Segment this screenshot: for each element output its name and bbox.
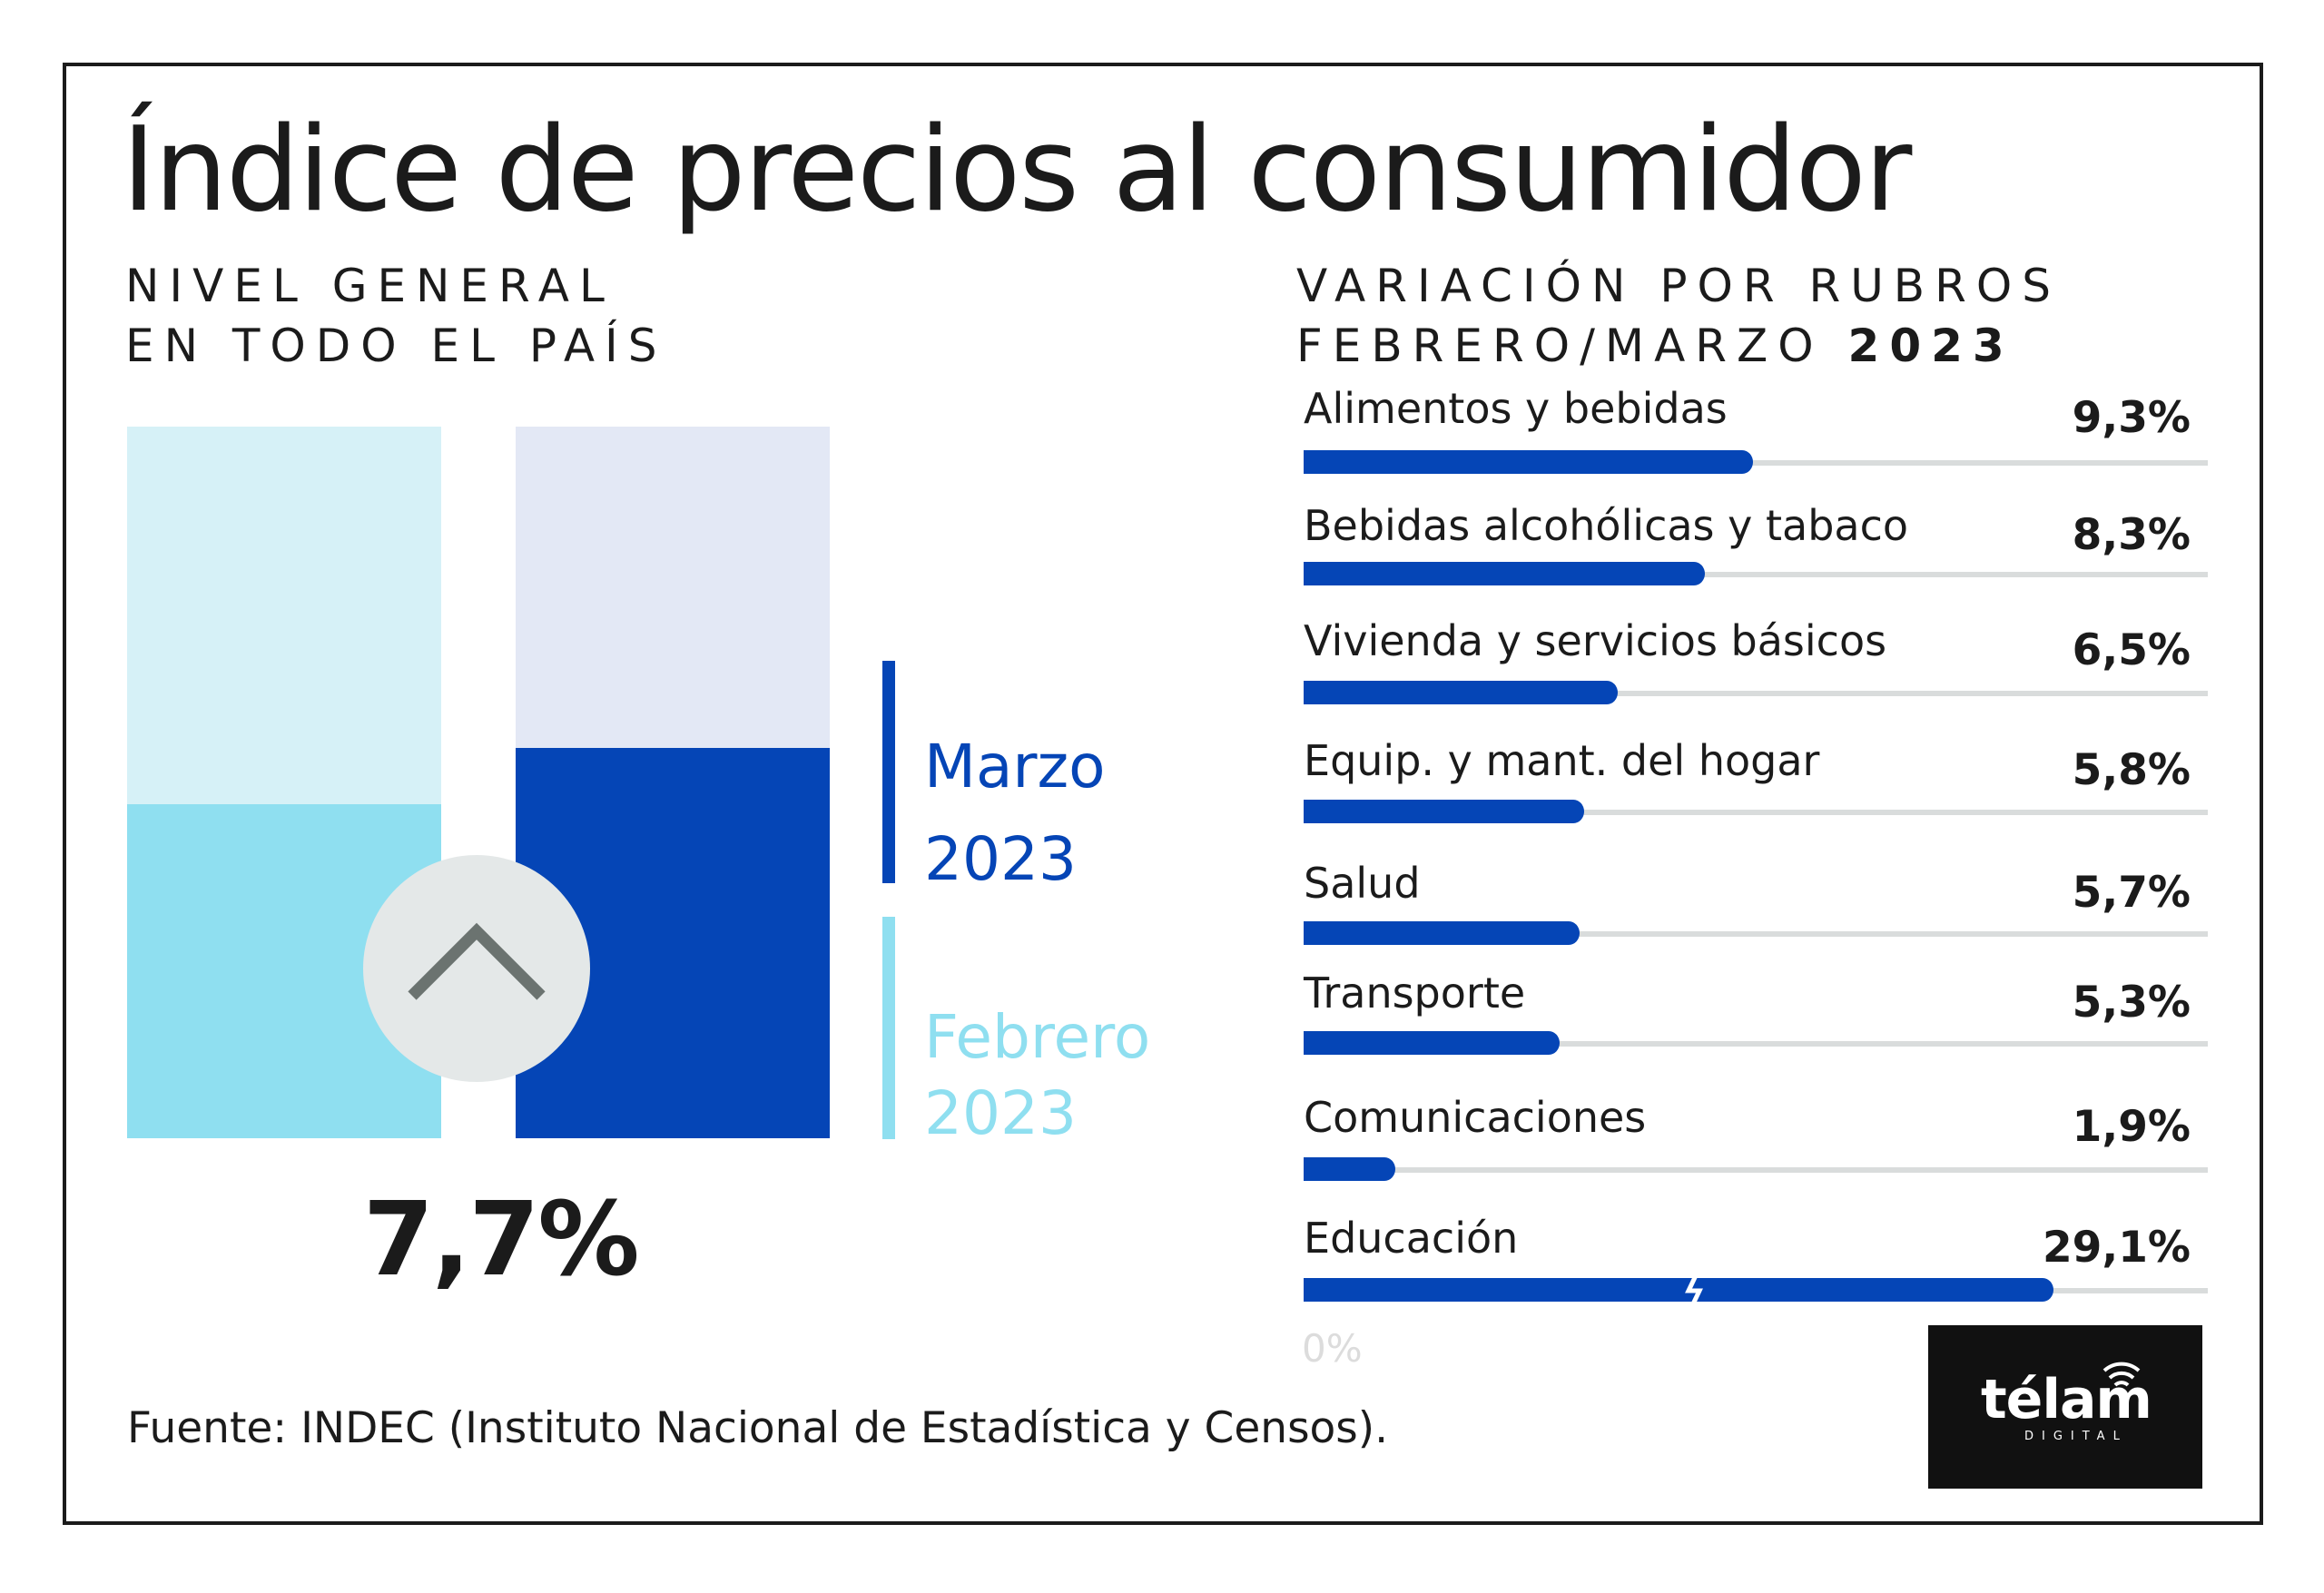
- right-subtitle-line2: FEBRERO/MARZO 2023: [1296, 316, 2061, 376]
- right-subtitle: VARIACIÓN POR RUBROS FEBRERO/MARZO 2023: [1296, 256, 2061, 376]
- trend-up-badge: [363, 855, 590, 1082]
- right-subtitle-period: FEBRERO/MARZO: [1296, 320, 1824, 372]
- logo-wordmark: télam: [1981, 1368, 2152, 1431]
- chevron-up-icon: [408, 922, 546, 1000]
- logo-subtitle: DIGITAL: [2024, 1430, 2128, 1443]
- headline-value: 7,7%: [363, 1181, 640, 1299]
- page-title: Índice de precios al consumidor: [122, 103, 1912, 238]
- infographic-frame: [63, 63, 2263, 1525]
- signal-waves-icon: [2102, 1362, 2141, 1387]
- left-subtitle-line1: NIVEL GENERAL: [125, 260, 615, 312]
- legend-febrero-month: Febrero: [924, 1002, 1151, 1072]
- legend-febrero-line: [882, 917, 895, 1139]
- right-subtitle-year: 2023: [1847, 320, 2014, 372]
- right-subtitle-line1: VARIACIÓN POR RUBROS: [1296, 260, 2061, 312]
- left-subtitle: NIVEL GENERAL EN TODO EL PAÍS: [125, 256, 667, 376]
- legend-marzo-year: 2023: [924, 824, 1077, 894]
- left-subtitle-line2: EN TODO EL PAÍS: [125, 320, 667, 372]
- legend-febrero-year: 2023: [924, 1078, 1077, 1148]
- source-note: Fuente: INDEC (Instituto Nacional de Est…: [127, 1403, 1389, 1453]
- legend-marzo-line: [882, 661, 895, 883]
- legend-marzo-month: Marzo: [924, 732, 1106, 801]
- telam-logo: télam DIGITAL: [1928, 1325, 2202, 1489]
